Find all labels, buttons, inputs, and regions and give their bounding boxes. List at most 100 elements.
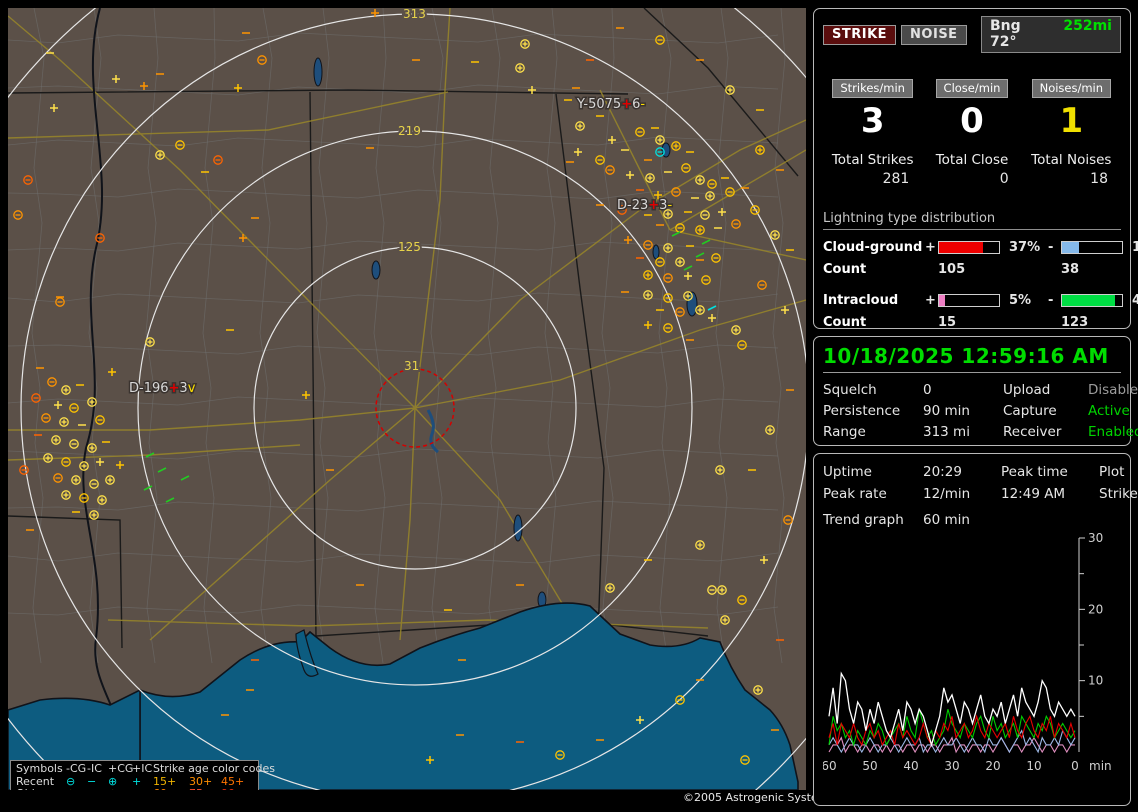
trend-graph: 10 20 30 60 50 40 30 20 10 0 min [821, 531, 1111, 773]
svg-text:40: 40 [903, 759, 918, 773]
lightning-map[interactable]: 313 219 125 31 Y-5075+6- D-23+3- D-196+3v Sym… [8, 8, 806, 790]
cg-pos-percent: 37% [1009, 240, 1041, 255]
bearing-display: Bng 72° 252mi [981, 16, 1121, 53]
svg-text:10: 10 [1026, 759, 1041, 773]
ic-pos-sign: + [925, 293, 936, 308]
cg-pos-bar [938, 241, 1000, 254]
age-75: 75+ [189, 787, 221, 790]
county-borders [8, 8, 786, 664]
svg-text:D-23+3-: D-23+3- [617, 198, 672, 213]
ic-pos-count: 15 [938, 315, 957, 330]
svg-text:219: 219 [398, 124, 421, 138]
total-noises-value: 18 [1090, 171, 1108, 187]
legend-old-label: Old [16, 787, 66, 790]
trend-graph-label: Trend graph [823, 512, 904, 528]
close-per-min-chip[interactable]: Close/min [935, 79, 1009, 98]
distribution-title: Lightning type distribution [823, 211, 1121, 230]
upload-value: Disabled [1088, 382, 1138, 398]
plot-value: Strike [1099, 486, 1138, 502]
svg-text:30: 30 [944, 759, 959, 773]
copyright-text: ©2005 Astrogenic Systems [683, 791, 835, 804]
cloud-ground-label: Cloud-ground [823, 240, 923, 255]
intracloud-row: Intracloud + 5% - 44% [823, 293, 1138, 308]
ic-pos-recent-icon: + [132, 774, 142, 788]
legend-col-ic-pos: +IC [132, 762, 153, 775]
age-60: 60+ [153, 787, 189, 790]
svg-text:D-196+3v: D-196+3v [129, 381, 196, 396]
ic-count-label: Count [823, 315, 867, 330]
svg-text:125: 125 [398, 240, 421, 254]
legend-col-cg-pos: +CG [108, 762, 134, 775]
receiver-settings: Squelch 0 Upload Disabled Persistence 90… [823, 382, 1138, 440]
cg-count-label: Count [823, 262, 867, 277]
cloud-ground-count-row: Count 105 38 [823, 262, 1121, 277]
trend-setting: Trend graph 60 min [823, 512, 1121, 528]
close-column: Close/min 0 Total Close 0 [922, 77, 1021, 187]
receiver-label: Receiver [1003, 424, 1062, 440]
svg-text:313: 313 [403, 8, 426, 21]
noises-per-min-chip[interactable]: Noises/min [1031, 79, 1112, 98]
peak-rate-label: Peak rate [823, 486, 887, 502]
svg-text:20: 20 [1088, 602, 1103, 616]
right-panel: STRIKE NOISE Bng 72° 252mi Strikes/min 3… [813, 8, 1138, 806]
trend-panel: Uptime 20:29 Peak time Plot Peak rate 12… [813, 453, 1138, 806]
age-15: 15+ [153, 774, 177, 788]
strikes-per-min-value: 3 [860, 101, 885, 141]
uptime-value: 20:29 [923, 464, 962, 480]
lightning-distribution: Lightning type distribution Cloud-ground… [823, 211, 1138, 330]
ic-neg-recent-icon: − [87, 774, 97, 788]
uptime-label: Uptime [823, 464, 872, 480]
svg-text:20: 20 [985, 759, 1000, 773]
alarm-ring [375, 368, 455, 448]
legend-col-ic-neg: -IC [87, 762, 102, 775]
ic-neg-sign: - [1048, 293, 1054, 308]
range-ring-labels: 313 219 125 31 [396, 8, 428, 375]
stats-panel: STRIKE NOISE Bng 72° 252mi Strikes/min 3… [813, 8, 1138, 330]
strikes-per-min-chip[interactable]: Strikes/min [832, 79, 913, 98]
storm-cell-labels: Y-5075+6- D-23+3- D-196+3v [128, 96, 674, 398]
strike-button[interactable]: STRIKE [823, 24, 897, 45]
strikes-column: Strikes/min 3 Total Strikes 281 [823, 77, 922, 187]
capture-label: Capture [1003, 403, 1057, 419]
noise-button[interactable]: NOISE [901, 24, 967, 45]
bearing-label: Bng 72° [990, 18, 1021, 50]
svg-text:31: 31 [404, 359, 419, 373]
ic-pos-old-icon: + [132, 787, 153, 790]
bearing-range: 252mi [1063, 18, 1112, 34]
cloud-ground-row: Cloud-ground + 37% - 14% [823, 240, 1138, 255]
ic-neg-bar [1061, 294, 1123, 307]
cg-pos-count: 105 [938, 262, 966, 277]
session-info: Uptime 20:29 Peak time Plot Peak rate 12… [823, 464, 1138, 502]
datetime-display: 10/18/2025 12:59:16 AM [823, 344, 1121, 373]
range-label: Range [823, 424, 866, 440]
cg-neg-percent: 14% [1132, 240, 1138, 255]
intracloud-count-row: Count 15 123 [823, 315, 1121, 330]
receiver-value: Enabled [1088, 424, 1138, 440]
ic-pos-percent: 5% [1009, 293, 1032, 308]
roads [8, 8, 806, 641]
svg-text:10: 10 [1088, 674, 1103, 688]
capture-value: Active [1088, 403, 1130, 419]
range-rings [8, 8, 806, 790]
peak-time-value: 12:49 AM [1001, 486, 1066, 502]
peak-time-label: Peak time [1001, 464, 1068, 480]
persistence-label: Persistence [823, 403, 901, 419]
ic-neg-percent: 44% [1132, 293, 1138, 308]
age-90: 90+ [221, 787, 253, 790]
total-noises-label: Total Noises [1031, 152, 1112, 168]
cg-neg-recent-icon: ⊖ [66, 774, 76, 788]
squelch-value: 0 [923, 382, 932, 398]
status-panel: 10/18/2025 12:59:16 AM Squelch 0 Upload … [813, 336, 1138, 446]
rivers-lakes [82, 8, 698, 709]
legend-age-title: Strike age color codes [153, 762, 275, 775]
svg-text:50: 50 [862, 759, 877, 773]
symbol-legend: Symbols -CG -IC +CG +IC Strike age color… [10, 760, 275, 790]
state-borders [8, 8, 799, 649]
cg-pos-sign: + [925, 240, 936, 255]
noises-column: Noises/min 1 Total Noises 18 [1022, 77, 1121, 187]
close-per-min-value: 0 [960, 101, 984, 141]
total-close-label: Total Close [935, 152, 1009, 168]
cg-neg-bar [1061, 241, 1123, 254]
legend-symbols-label: Symbols [16, 762, 63, 775]
